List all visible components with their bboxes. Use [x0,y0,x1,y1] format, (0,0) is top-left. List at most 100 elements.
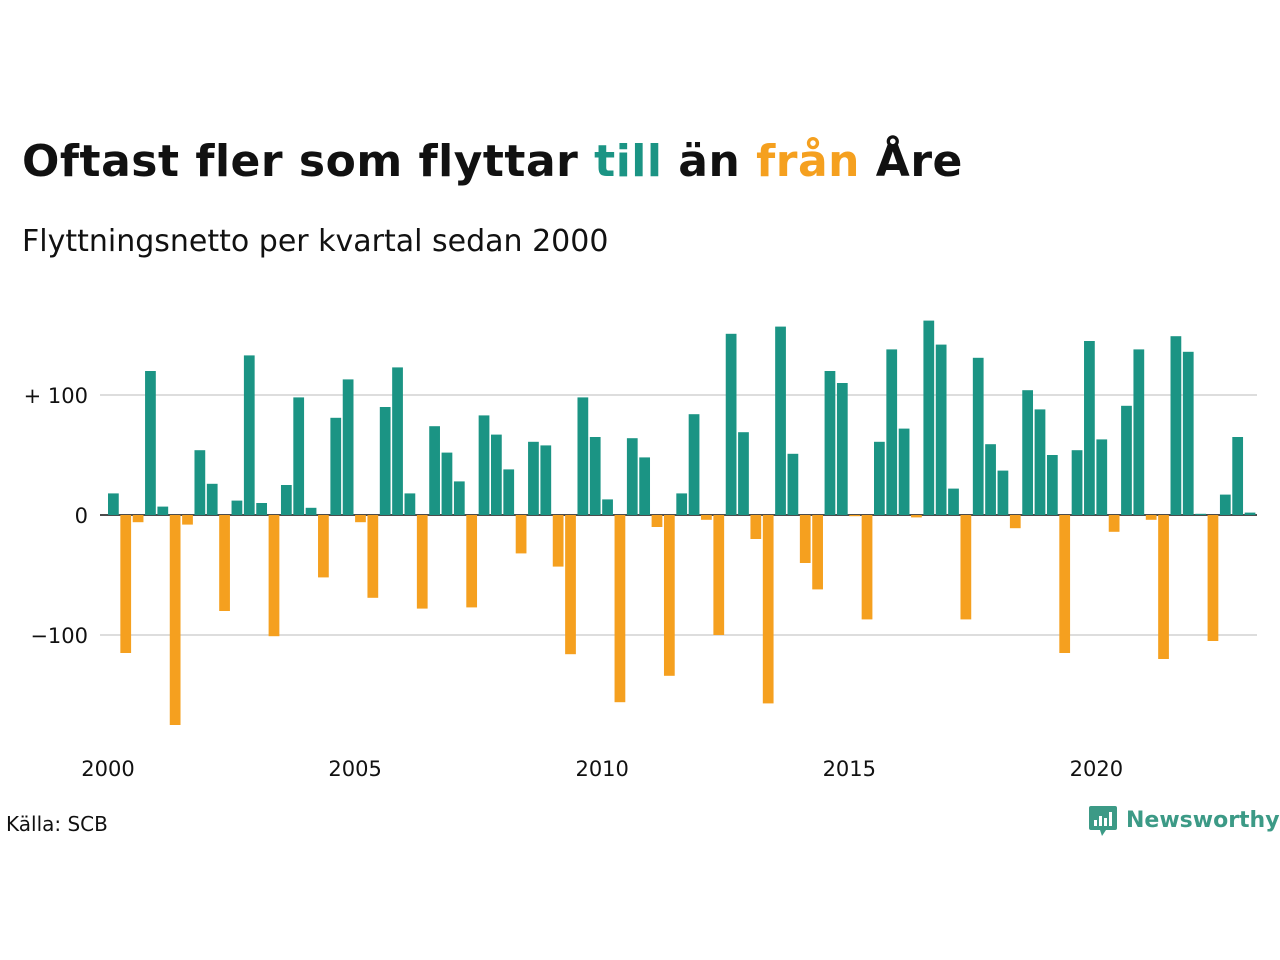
bar-53 [762,515,774,704]
bar-21 [367,515,379,598]
bar-55 [787,453,799,515]
bar-10 [231,500,243,515]
brand-logo[interactable]: Newsworthy [1088,804,1280,838]
bar-56 [799,515,811,563]
bar-90 [1219,494,1231,515]
bar-78 [1071,450,1083,515]
bar-37 [565,515,576,655]
bar-32 [503,469,515,515]
bar-41 [614,515,626,703]
title-fran: från [756,136,860,187]
bar-31 [491,434,502,515]
bar-17 [318,515,329,578]
bar-8 [206,483,218,515]
bar-66 [923,320,935,515]
bar-72 [997,470,1009,515]
y-tick-label: + 100 [24,384,88,408]
bar-22 [379,407,391,515]
bar-68 [948,488,959,515]
bar-70 [972,357,984,515]
x-tick-label: 2010 [575,757,628,781]
bar-38 [577,397,589,515]
x-tick-label: 2005 [328,757,381,781]
bars [108,320,1256,725]
bar-3 [145,371,156,515]
bar-2 [132,515,144,523]
bar-57 [812,515,823,590]
bar-42 [626,438,638,515]
bar-61 [861,515,873,620]
bar-69 [960,515,972,620]
bar-40 [602,499,613,515]
bar-29 [466,515,478,608]
bar-11 [243,355,255,515]
bar-49 [713,515,725,635]
bar-13 [268,515,280,637]
bar-18 [330,417,342,515]
y-tick-label: 0 [75,504,88,528]
bar-30 [478,415,490,515]
bar-33 [515,515,527,554]
bar-9 [219,515,230,611]
bar-25 [416,515,428,609]
bar-6 [182,515,193,525]
bar-82 [1121,405,1132,515]
x-tick-label: 2020 [1070,757,1123,781]
bar-83 [1133,349,1145,515]
source-note: Källa: SCB [6,812,108,836]
title-till: till [594,136,663,187]
brand-name: Newsworthy [1126,808,1280,833]
bar-88 [1195,513,1206,515]
bar-84 [1145,515,1157,520]
bar-39 [589,437,601,515]
bar-76 [1046,455,1058,515]
bar-80 [1096,439,1108,515]
bar-26 [429,426,440,515]
bar-16 [305,507,317,515]
bar-1 [120,515,132,653]
x-axis-labels: 2000 2005 2010 2015 2020 [81,757,1123,781]
bar-73 [1009,515,1021,529]
bar-77 [1059,515,1071,653]
bar-46 [676,493,688,515]
x-tick-label: 2000 [81,757,134,781]
bar-92 [1244,512,1256,515]
bar-28 [453,481,465,515]
bar-47 [688,414,700,515]
bar-23 [392,367,403,515]
bar-48 [701,515,712,520]
bar-60 [849,515,861,517]
bar-91 [1232,437,1244,515]
bar-51 [738,432,749,515]
bar-71 [985,444,996,515]
bar-63 [886,349,898,515]
bar-62 [874,441,885,515]
bar-27 [441,452,453,515]
bar-43 [639,457,651,515]
bar-87 [1182,351,1194,515]
bar-50 [725,333,737,515]
y-axis-labels: + 100 0 −100 [24,384,88,648]
bar-24 [404,493,416,515]
bar-36 [552,515,564,567]
bar-34 [528,441,539,515]
bar-19 [342,379,354,515]
bar-35 [540,445,552,515]
bar-45 [663,515,675,676]
bar-44 [651,515,663,527]
bar-74 [1022,390,1034,515]
bar-85 [1158,515,1169,659]
title-part-5: Åre [859,136,963,187]
bar-79 [1084,341,1095,515]
bar-67 [935,344,947,515]
bar-86 [1170,336,1182,515]
bar-54 [775,326,786,515]
bar-14 [280,485,292,515]
bar-81 [1108,515,1120,532]
title-part-1: Oftast fler som flyttar [22,136,595,187]
bar-0 [108,493,119,515]
chart-title: Oftast fler som flyttar till än från Åre [22,132,963,192]
y-tick-label: −100 [30,624,88,648]
x-tick-label: 2015 [823,757,876,781]
